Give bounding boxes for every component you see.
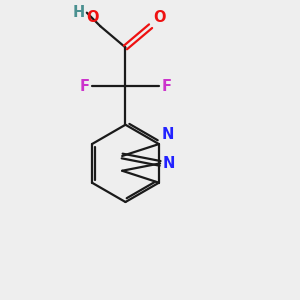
Text: F: F bbox=[80, 79, 89, 94]
Text: H: H bbox=[72, 5, 84, 20]
Text: N: N bbox=[163, 156, 176, 171]
Text: F: F bbox=[161, 79, 171, 94]
Text: N: N bbox=[161, 127, 174, 142]
Text: O: O bbox=[86, 10, 99, 25]
Text: O: O bbox=[153, 10, 165, 25]
